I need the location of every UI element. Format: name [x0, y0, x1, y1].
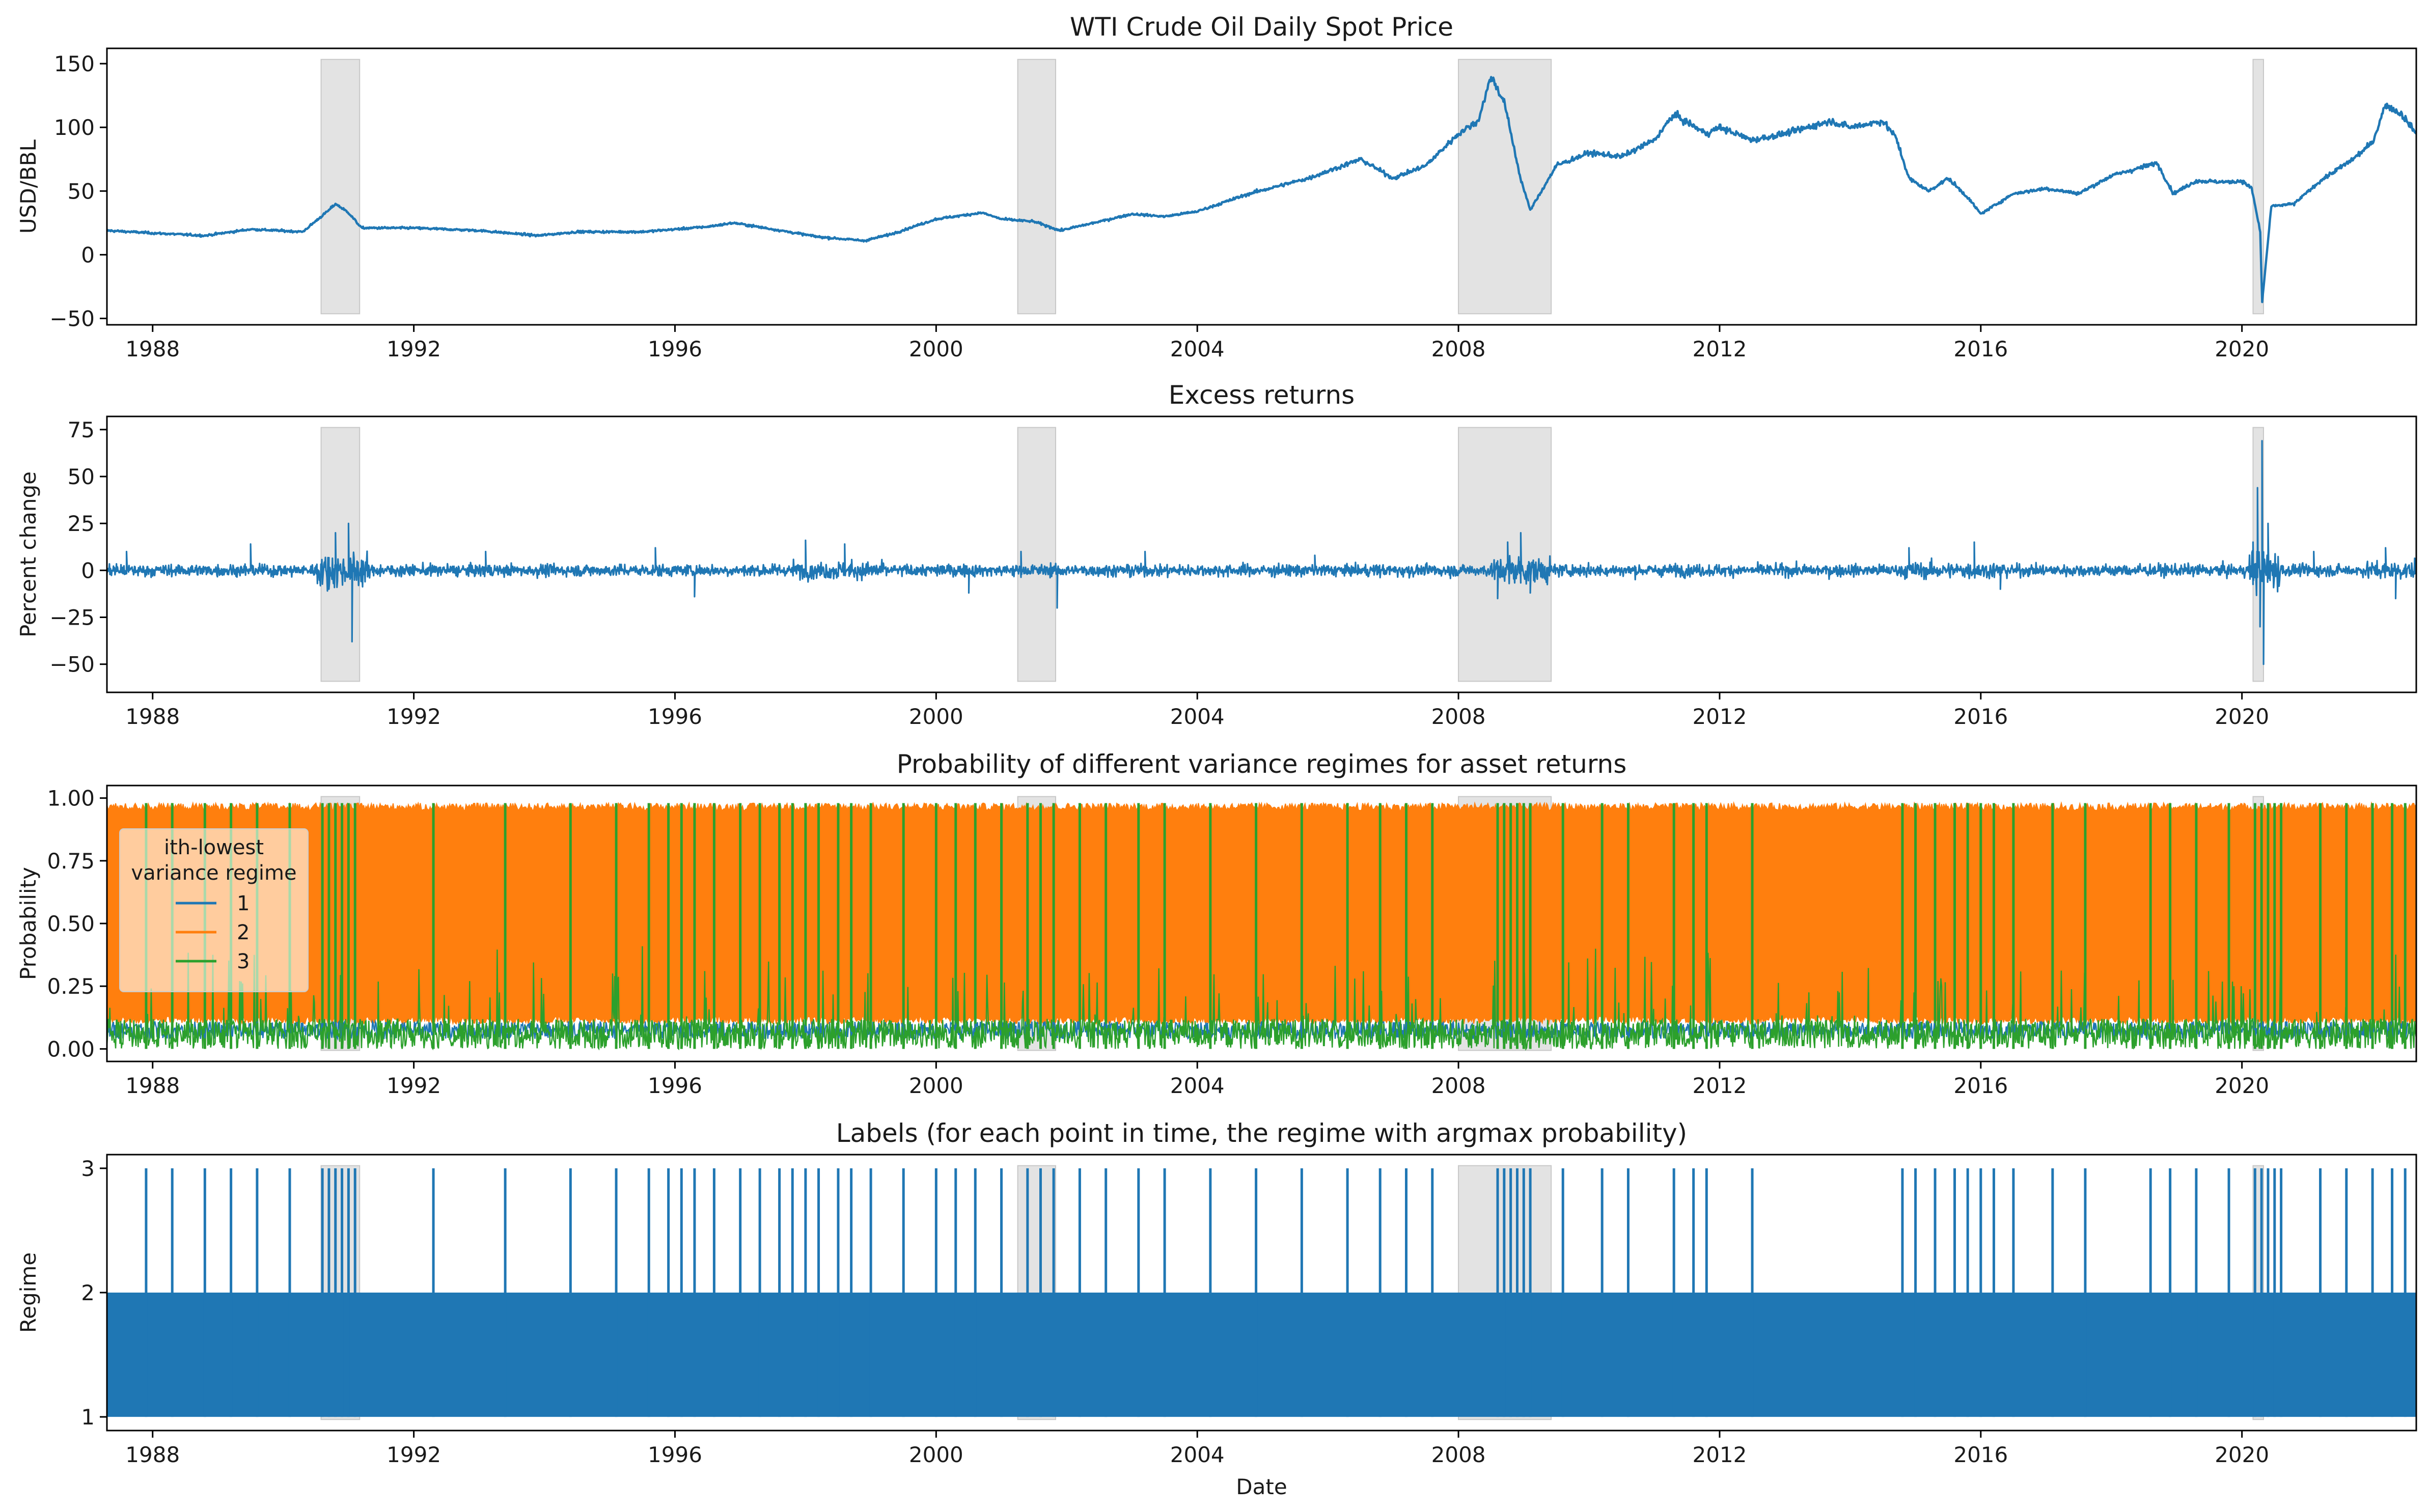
legend-label-1: 1 — [237, 892, 250, 915]
x-tick-label: 2008 — [1431, 704, 1486, 729]
y-tick-label: 0.25 — [47, 974, 95, 999]
chart-title: Probability of different variance regime… — [897, 749, 1627, 779]
x-tick-label: 1988 — [125, 1073, 180, 1098]
x-tick-label: 1992 — [387, 1442, 441, 1467]
recession-band-2 — [1017, 427, 1056, 682]
x-tick-label: 1996 — [648, 704, 702, 729]
regime-2-band — [107, 801, 2416, 1026]
regime-3-line — [107, 946, 2416, 1051]
y-tick-label: 100 — [54, 115, 95, 140]
y-tick-label: 1 — [81, 1405, 95, 1430]
x-tick-label: 2020 — [2215, 1073, 2269, 1098]
x-tick-label: 2004 — [1170, 1442, 1225, 1467]
y-axis-label: Regime — [16, 1252, 41, 1333]
x-tick-label: 1992 — [387, 704, 441, 729]
x-tick-label: 2008 — [1431, 1073, 1486, 1098]
y-tick-label: 2 — [81, 1280, 95, 1305]
axes-frame — [106, 47, 2417, 326]
chart-title: Excess returns — [1169, 380, 1355, 410]
legend-title-line: variance regime — [131, 861, 296, 885]
y-tick-label: 50 — [68, 464, 95, 489]
x-tick-label: 1992 — [387, 1073, 441, 1098]
x-tick-label: 1988 — [125, 1442, 180, 1467]
recession-band-1 — [320, 59, 361, 315]
chart-title: WTI Crude Oil Daily Spot Price — [1070, 12, 1453, 42]
y-tick-label: 3 — [81, 1156, 95, 1181]
x-tick-label: 1996 — [648, 337, 702, 361]
legend-frame — [119, 828, 309, 992]
plot-area — [107, 796, 2416, 1051]
y-tick-label: −50 — [49, 306, 95, 331]
x-tick-label: 1988 — [125, 704, 180, 729]
x-tick-label: 1996 — [648, 1442, 702, 1467]
y-axis-label: Percent change — [16, 471, 41, 637]
x-tick-label: 2000 — [909, 337, 963, 361]
x-tick-label: 2012 — [1692, 1442, 1747, 1467]
y-tick-label: 75 — [68, 417, 95, 442]
x-axis-label: Date — [1236, 1474, 1287, 1499]
legend-label-2: 2 — [237, 921, 250, 944]
x-tick-label: 1988 — [125, 337, 180, 361]
plot-area — [107, 59, 2416, 315]
y-axis-label: USD/BBL — [16, 139, 41, 234]
y-tick-label: 0.50 — [47, 911, 95, 936]
x-tick-label: 2020 — [2215, 337, 2269, 361]
y-tick-label: 0 — [81, 558, 95, 583]
x-tick-label: 2016 — [1953, 1442, 2008, 1467]
x-tick-label: 2016 — [1953, 704, 2008, 729]
x-tick-label: 2012 — [1692, 337, 1747, 361]
price-series-line — [107, 76, 2416, 303]
axes-frame — [106, 415, 2417, 693]
y-tick-label: 1.00 — [47, 786, 95, 811]
regime-1-2-band — [107, 1293, 2416, 1417]
chart-panel-1: WTI Crude Oil Daily Spot Price USD/BBL 198… — [16, 12, 2417, 361]
y-tick-label: 0.75 — [47, 849, 95, 874]
y-tick-label: 50 — [68, 179, 95, 204]
x-tick-label: 1996 — [648, 1073, 702, 1098]
x-tick-label: 2004 — [1170, 704, 1225, 729]
y-tick-label: −50 — [49, 652, 95, 677]
returns-series-line — [107, 440, 2416, 665]
x-tick-label: 2016 — [1953, 1073, 2008, 1098]
y-tick-label: 25 — [68, 511, 95, 536]
y-tick-label: 0.00 — [47, 1037, 95, 1061]
x-tick-label: 1992 — [387, 337, 441, 361]
chart-panel-2: Excess returns Percent change 1988 1992 1996… — [16, 380, 2417, 729]
x-tick-label: 2000 — [909, 1073, 963, 1098]
x-tick-label: 2012 — [1692, 1073, 1747, 1098]
y-tick-label: −25 — [49, 605, 95, 630]
y-tick-label: 150 — [54, 51, 95, 76]
x-tick-label: 2020 — [2215, 1442, 2269, 1467]
y-tick-label: 0 — [81, 242, 95, 267]
plot-area — [107, 427, 2416, 682]
recession-band-3 — [1458, 427, 1552, 682]
recession-band-2 — [1017, 59, 1056, 315]
x-tick-label: 2000 — [909, 1442, 963, 1467]
x-tick-label: 2012 — [1692, 704, 1747, 729]
x-tick-label: 2004 — [1170, 337, 1225, 361]
chart-panel-4: Labels (for each point in time, the regi… — [16, 1118, 2417, 1467]
chart-title: Labels (for each point in time, the regi… — [836, 1118, 1687, 1148]
x-tick-label: 2016 — [1953, 337, 2008, 361]
y-axis-label: Probability — [16, 867, 41, 980]
x-tick-label: 2020 — [2215, 704, 2269, 729]
x-tick-label: 2008 — [1431, 1442, 1486, 1467]
legend-title-line: ith-lowest — [164, 836, 264, 859]
legend-label-3: 3 — [237, 950, 250, 973]
plot-area — [107, 1165, 2416, 1420]
recession-band-3 — [1458, 59, 1552, 315]
x-tick-label: 2000 — [909, 704, 963, 729]
x-tick-label: 2008 — [1431, 337, 1486, 361]
x-tick-label: 2004 — [1170, 1073, 1225, 1098]
